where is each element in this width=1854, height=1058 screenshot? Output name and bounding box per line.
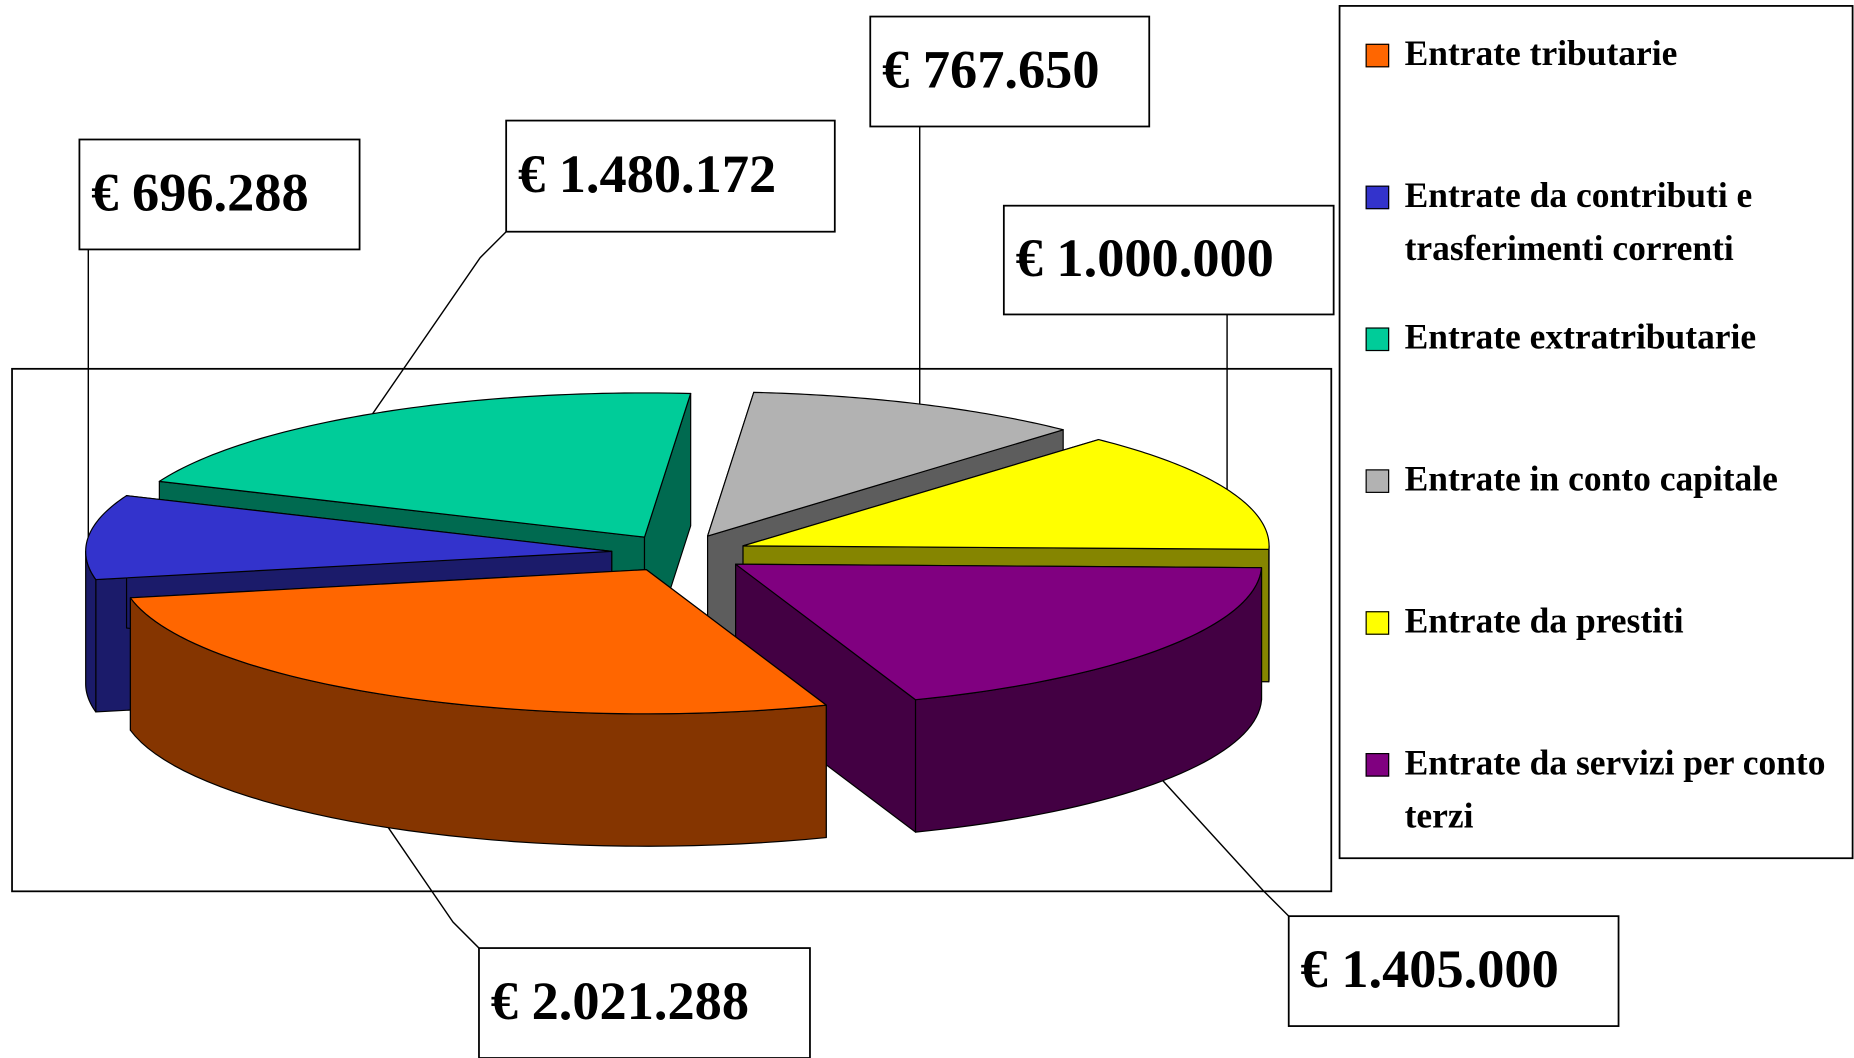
leader-line: [372, 231, 507, 415]
legend-swatch: [1365, 469, 1390, 493]
leader-line: [387, 827, 480, 949]
data-label: € 767.650: [882, 40, 1099, 100]
label-box: [78, 138, 361, 251]
legend-swatch: [1365, 185, 1390, 210]
legend-label: Entrate da servizi per conto terzi: [1404, 743, 1826, 836]
legend-label: Entrate tributarie: [1404, 34, 1678, 74]
label-box: [869, 15, 1151, 128]
pie: [85, 391, 1270, 847]
data-label: € 2.021.288: [491, 971, 749, 1031]
label-box: [505, 119, 836, 233]
slice-top: [735, 563, 1263, 701]
label-box: [1002, 204, 1335, 316]
label-box: [1287, 915, 1620, 1027]
legend-swatch: [1365, 611, 1390, 635]
legend-label: Entrate in conto capitale: [1404, 459, 1778, 499]
data-labels: € 2.021.288 € 696.288 € 1.480.172 € 767.650…: [78, 15, 1620, 1058]
leader-line: [1162, 780, 1290, 917]
legend-swatch: [1365, 753, 1390, 777]
data-label: € 1.480.172: [518, 144, 776, 204]
legend-swatch: [1365, 327, 1390, 352]
data-label: € 1.000.000: [1016, 228, 1274, 288]
legend-label: Entrate da prestiti: [1404, 601, 1684, 641]
legend-box: [1338, 5, 1854, 860]
plot-area: [11, 367, 1333, 893]
legend-swatch: [1365, 43, 1390, 68]
legend-label: Entrate extratributarie: [1404, 317, 1757, 358]
slice-top: [129, 569, 827, 715]
legend-label: Entrate da contributi e trasferimenti co…: [1404, 176, 1753, 269]
data-label: € 1.405.000: [1301, 939, 1559, 999]
legend-items: Entrate tributarie Entrate da contributi …: [1340, 6, 1853, 858]
legend: Entrate tributarie Entrate da contributi …: [1340, 6, 1853, 858]
label-box: [478, 947, 811, 1058]
data-label: € 696.288: [91, 162, 308, 222]
